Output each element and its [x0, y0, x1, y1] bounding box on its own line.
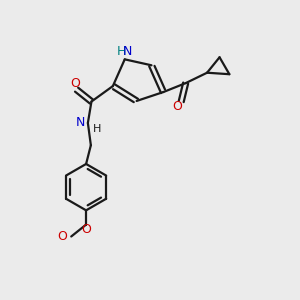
Text: O: O — [81, 224, 91, 236]
Text: O: O — [70, 77, 80, 90]
Text: O: O — [57, 230, 67, 243]
Text: H: H — [93, 124, 101, 134]
Text: N: N — [123, 45, 132, 58]
Text: O: O — [173, 100, 183, 113]
Text: H: H — [116, 45, 126, 58]
Text: N: N — [76, 116, 85, 129]
